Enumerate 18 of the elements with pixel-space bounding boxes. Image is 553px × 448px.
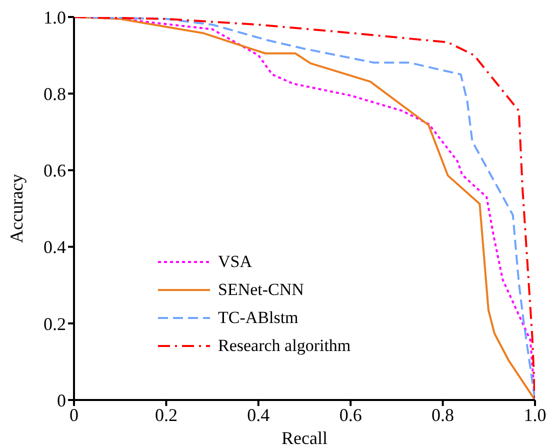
x-tick-label: 0.8	[432, 404, 454, 425]
y-tick-label: 1.0	[44, 7, 66, 28]
x-tick-label: 0.4	[247, 404, 270, 425]
x-tick-label: 0	[70, 404, 78, 425]
x-tick-label: 1.0	[524, 404, 546, 425]
y-tick-label: 0.8	[44, 84, 66, 104]
legend-label: SENet-CNN	[218, 280, 304, 300]
x-tick-label: 0.6	[339, 404, 362, 425]
x-axis-title: Recall	[282, 428, 328, 448]
legend-label: TC-ABlstm	[218, 308, 298, 328]
y-tick-label: 0	[57, 390, 66, 410]
y-axis-title: Accuracy	[6, 174, 26, 243]
y-tick-label: 0.2	[44, 314, 66, 334]
legend-label: VSA	[218, 252, 252, 272]
x-tick-label: 0.2	[154, 404, 178, 425]
legend-label: Research algorithm	[218, 336, 351, 356]
y-tick-label: 0.6	[44, 160, 66, 181]
y-tick-label: 0.4	[44, 237, 66, 258]
